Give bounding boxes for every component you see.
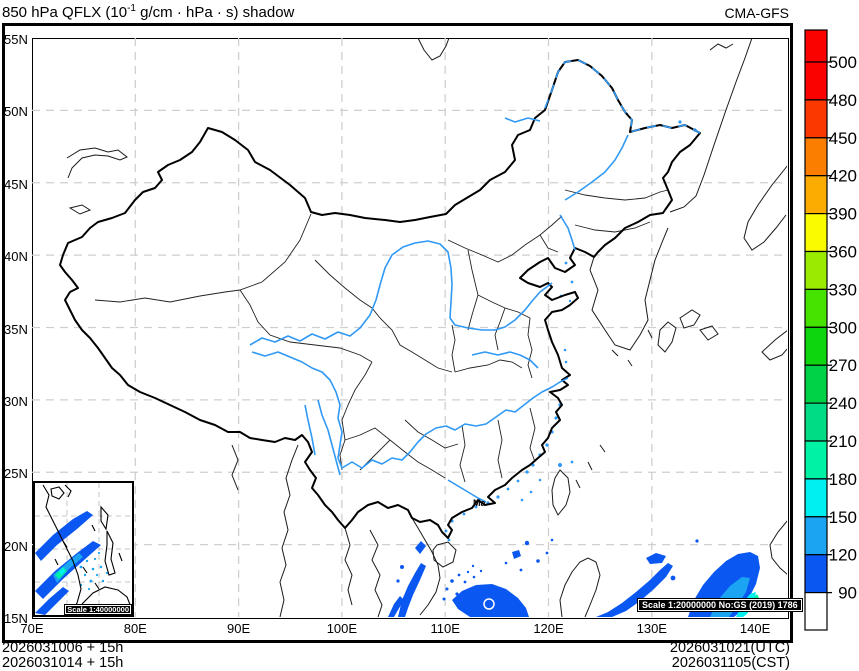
inset-canvas (35, 483, 132, 615)
colorbar-tick-label: 450 (829, 129, 857, 148)
colorbar-segment (805, 327, 827, 365)
valid-time-cst: 2026031105(CST) (672, 655, 790, 671)
colorbar-tick-label: 330 (829, 280, 857, 299)
colorbar-segment (805, 593, 827, 630)
colorbar-segment (805, 100, 827, 138)
colorbar-segment (805, 555, 827, 593)
init-time-cst: 2026031014 + 15h (2, 655, 123, 671)
colorbar-segment (805, 138, 827, 176)
model-name-label: CMA-GFS (724, 5, 789, 21)
city-label: Ma (473, 498, 486, 508)
init-time-utc: 2026031006 + 15h (2, 640, 123, 656)
lat-label: 30N (4, 394, 31, 409)
colorbar-segment (805, 289, 827, 327)
colorbar-segment (805, 441, 827, 479)
title-exponent: -1 (127, 3, 136, 14)
graticule-gridlines (32, 38, 787, 617)
lat-label: 45N (4, 177, 31, 192)
colorbar-tick-label: 360 (829, 243, 857, 262)
lon-label: 80E (113, 621, 157, 636)
colorbar-tick-label: 270 (829, 356, 857, 375)
colorbar-tick-label: 390 (829, 205, 857, 224)
lat-label: 40N (4, 249, 31, 264)
valid-time-utc: 2026031021(UTC) (670, 640, 790, 656)
china-national-boundary (60, 60, 700, 538)
lon-label: 130E (630, 621, 674, 636)
colorbar: 500 480 450 420 390 360 330 300 270 240 210 180 150 1… (798, 24, 859, 640)
china-map-canvas (32, 38, 787, 617)
title-suffix: g/cm · hPa · s) shadow (136, 4, 294, 21)
qflx-shaded-areas (388, 113, 760, 617)
colorbar-tick-label: 240 (829, 394, 857, 413)
colorbar-tick-label: 500 (829, 53, 857, 72)
province-boundaries (95, 190, 668, 482)
lat-label: 25N (4, 466, 31, 481)
colorbar-tick-label: 300 (829, 318, 857, 337)
colorbar-segment (805, 176, 827, 214)
lat-label: 55N (4, 32, 31, 47)
colorbar-tick-label: 420 (829, 167, 857, 186)
colorbar-tick-label: 480 (829, 91, 857, 110)
colorbar-tick-label: 180 (829, 470, 857, 489)
colorbar-tick-label: 90 (838, 584, 857, 603)
colorbar-tick-label: 120 (829, 546, 857, 565)
colorbar-segment (805, 403, 827, 441)
colorbar-segment (805, 517, 827, 555)
south-china-sea-inset-map: Scale 1:40000000 (33, 481, 134, 617)
colorbar-segment (805, 365, 827, 403)
inset-scale-badge: Scale 1:40000000 (65, 605, 131, 614)
lon-label: 140E (733, 621, 777, 636)
colorbar-segment (805, 214, 827, 252)
lon-label: 120E (527, 621, 571, 636)
colorbar-segment (805, 252, 827, 290)
colorbar-segment (805, 62, 827, 100)
lon-label: 110E (423, 621, 467, 636)
weather-map-page: 850 hPa QFLX (10-1 g/cm · hPa · s) shado… (0, 0, 859, 671)
page-title: 850 hPa QFLX (10-1 g/cm · hPa · s) shado… (2, 3, 294, 21)
title-prefix: 850 hPa QFLX (10 (2, 4, 127, 21)
colorbar-segment (805, 479, 827, 517)
map-scale-badge: Scale 1:20000000 No:GS (2019) 1786 (638, 599, 802, 611)
lat-label: 50N (4, 104, 31, 119)
lon-label: 70E (10, 621, 54, 636)
lat-label: 35N (4, 322, 31, 337)
colorbar-tick-label: 150 (829, 508, 857, 527)
lon-label: 90E (217, 621, 261, 636)
lon-label: 100E (320, 621, 364, 636)
colorbar-tick-label: 210 (829, 432, 857, 451)
lat-label: 20N (4, 539, 31, 554)
colorbar-segment (805, 30, 827, 62)
